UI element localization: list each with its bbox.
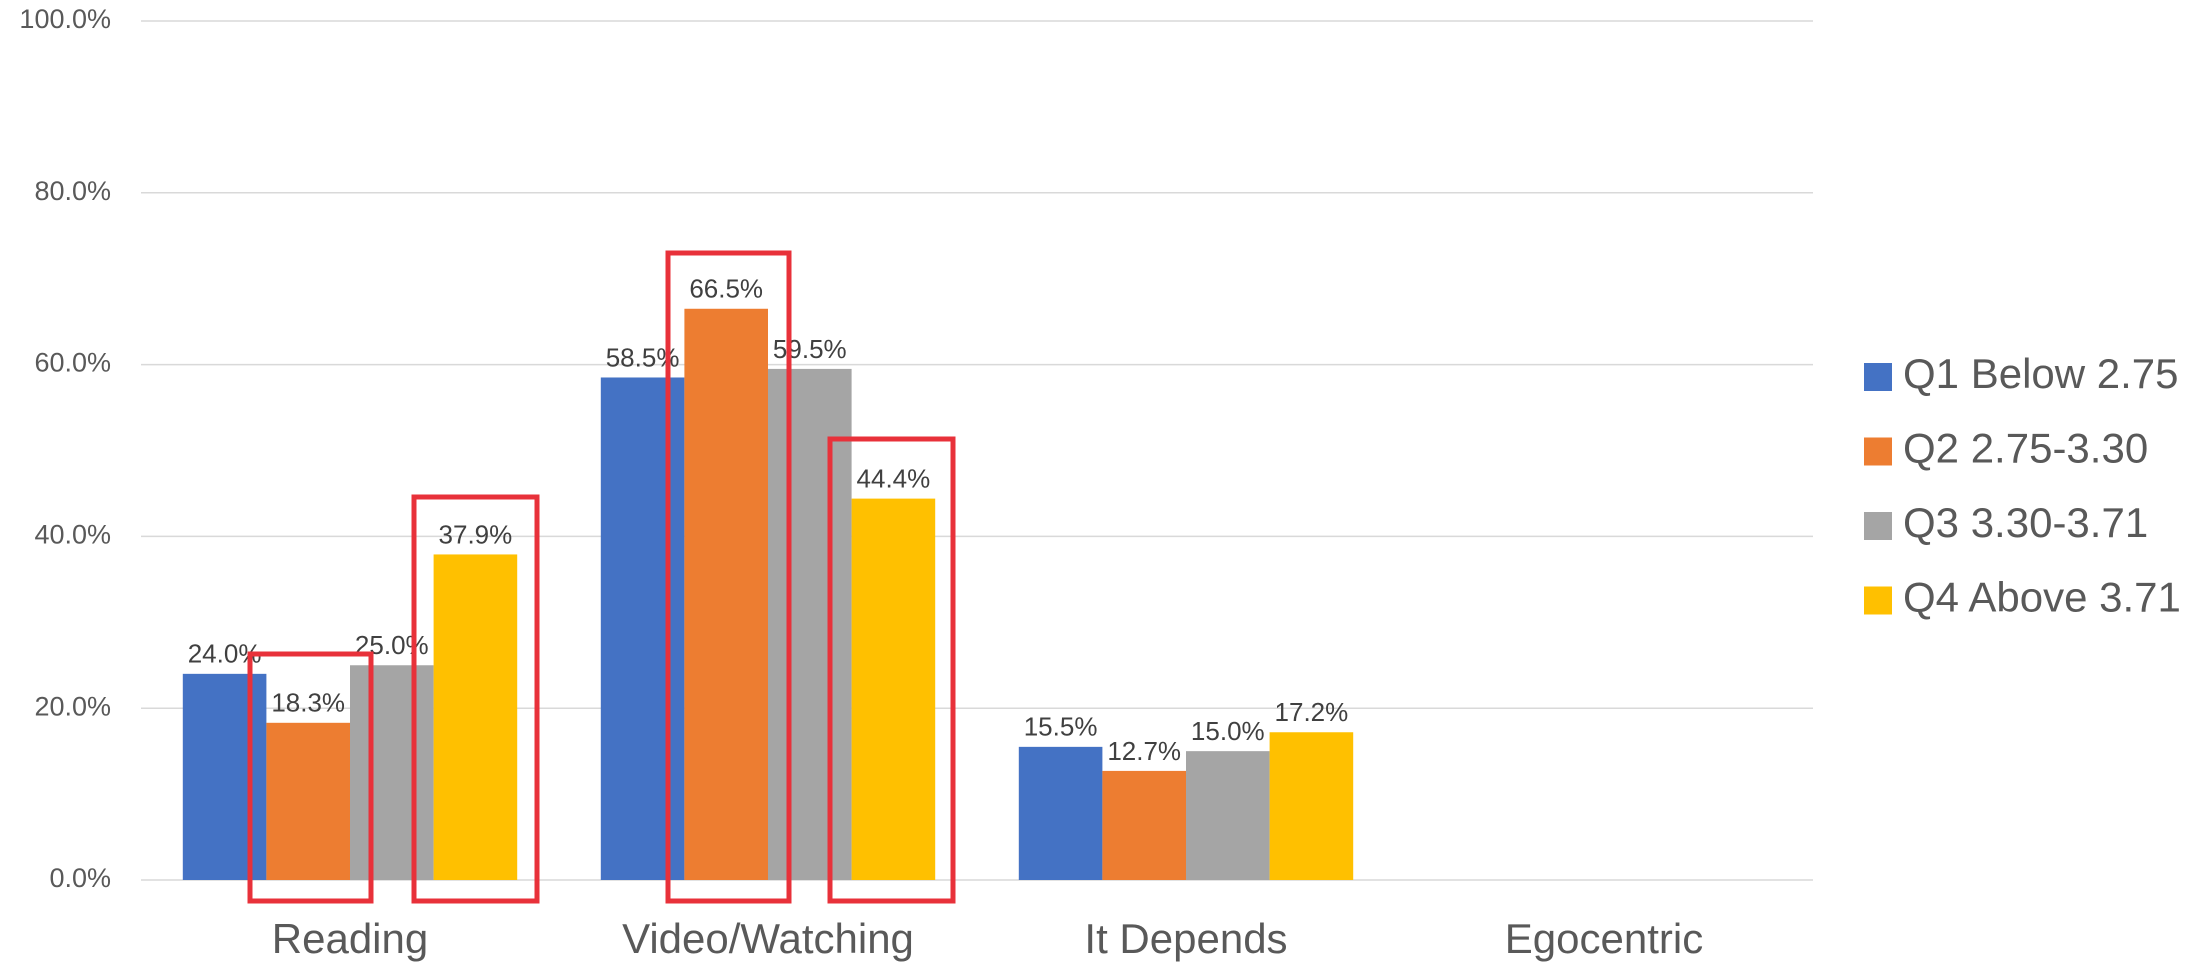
x-tick-label: Reading [272, 915, 428, 962]
y-tick-label: 40.0% [34, 520, 111, 550]
data-label: 37.9% [439, 519, 513, 549]
data-label: 44.4% [857, 463, 931, 493]
data-label: 66.5% [689, 274, 763, 304]
legend-label: Q1 Below 2.75 [1903, 350, 2179, 397]
data-label: 59.5% [773, 334, 847, 364]
legend-swatch [1864, 437, 1892, 466]
plot-area: 0.0%20.0%40.0%60.0%80.0%100.0%Reading24.… [19, 4, 2180, 962]
y-tick-label: 60.0% [34, 348, 111, 378]
legend-label: Q3 3.30-3.71 [1903, 499, 2148, 546]
bar [433, 554, 518, 880]
highlight-box [247, 651, 374, 904]
bar [600, 377, 685, 880]
x-tick-label: Egocentric [1505, 915, 1703, 962]
x-tick-label: It Depends [1084, 915, 1287, 962]
legend-swatch [1864, 363, 1892, 391]
data-label: 15.5% [1024, 712, 1098, 742]
legend-label: Q4 Above 3.71 [1903, 574, 2181, 621]
legend-swatch [1864, 586, 1892, 615]
highlight-box [665, 250, 792, 904]
legend-swatch [1864, 512, 1892, 540]
data-label: 15.0% [1191, 716, 1265, 746]
data-label: 17.2% [1275, 697, 1349, 727]
y-tick-label: 80.0% [34, 176, 111, 206]
legend-label: Q2 2.75-3.30 [1903, 425, 2148, 472]
bar [684, 308, 768, 880]
data-label: 18.3% [271, 688, 345, 718]
highlight-boxes [247, 250, 956, 904]
x-tick-label: Video/Watching [622, 915, 914, 962]
highlight-box [411, 494, 540, 904]
data-label: 12.7% [1107, 736, 1181, 766]
bar [1102, 770, 1186, 880]
bar [350, 665, 434, 880]
y-tick-label: 100.0% [19, 4, 111, 34]
bar [851, 498, 936, 880]
bar [768, 368, 852, 880]
bar [1186, 751, 1270, 880]
bar [182, 673, 267, 880]
bar [1018, 746, 1103, 880]
bar [1269, 732, 1354, 880]
y-tick-label: 20.0% [34, 691, 111, 721]
bar [266, 722, 350, 880]
y-tick-label: 0.0% [49, 863, 111, 893]
highlight-box [827, 436, 956, 904]
